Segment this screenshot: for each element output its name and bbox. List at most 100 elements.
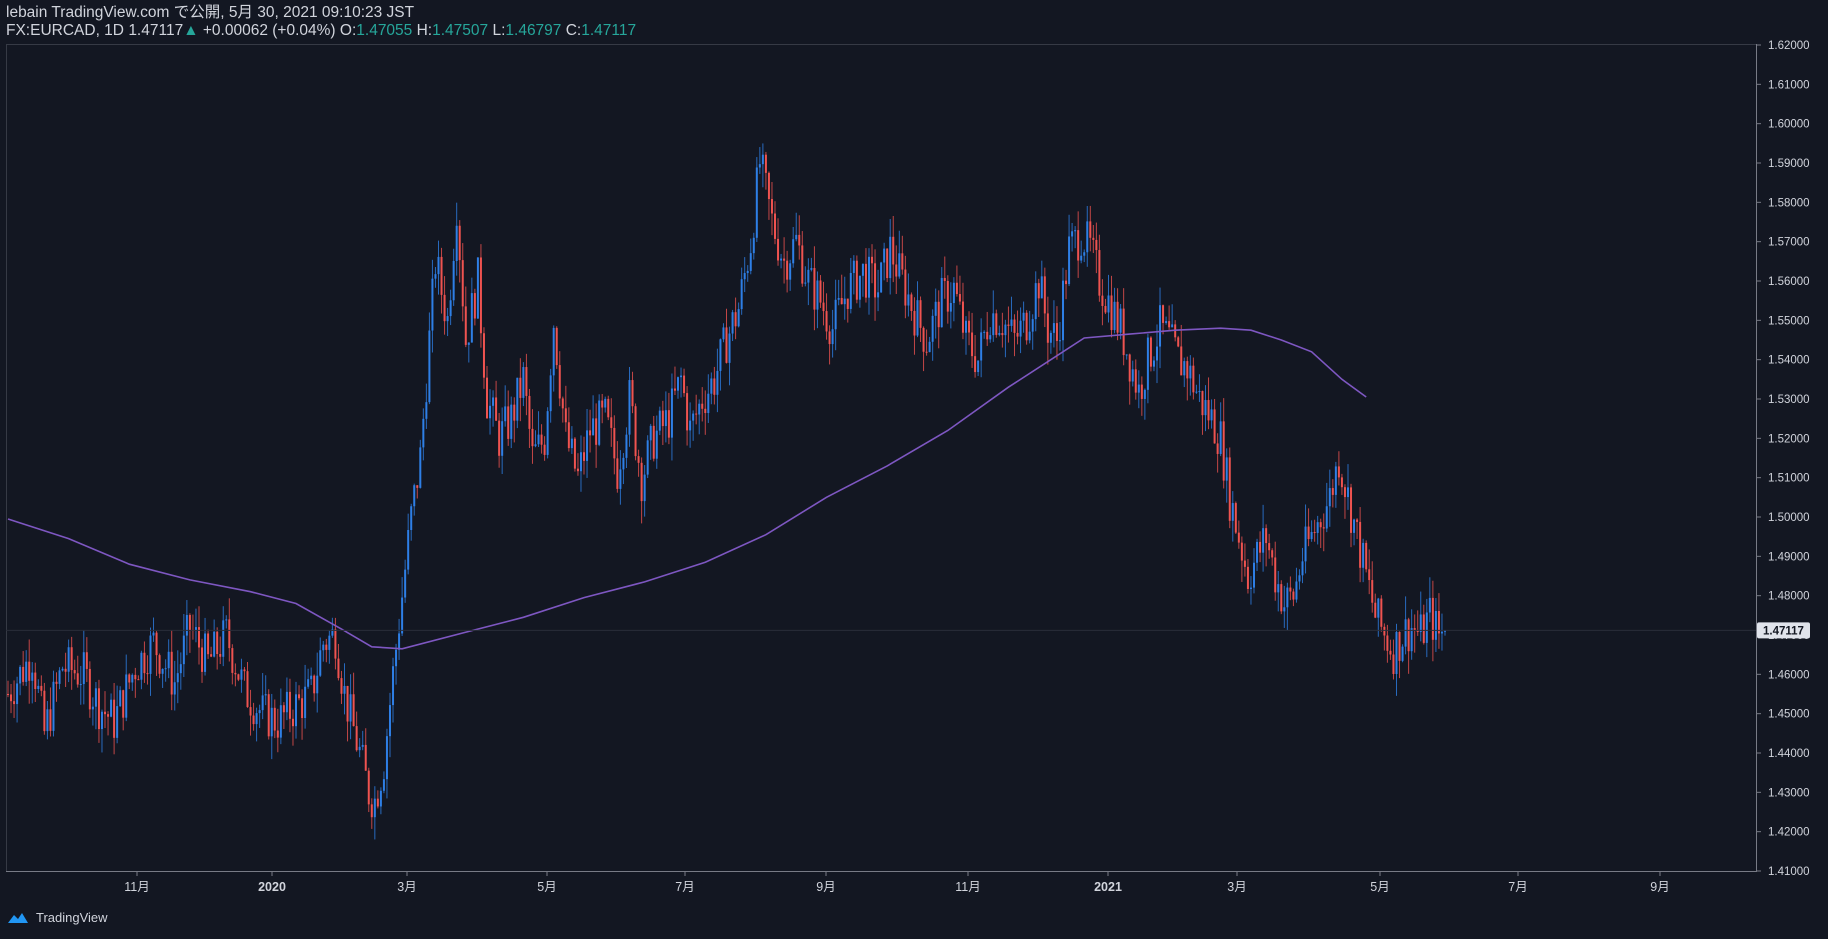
- candle-body: [213, 631, 216, 657]
- x-tick-label: 5月: [1370, 880, 1389, 894]
- candle-body: [107, 714, 110, 717]
- candle-body: [919, 300, 922, 328]
- candle-body: [425, 402, 428, 419]
- candle-body: [658, 410, 661, 431]
- candle-body: [379, 790, 382, 807]
- candle-body: [1289, 587, 1292, 592]
- high-label: H:: [416, 22, 433, 39]
- y-tick-label: 1.51000: [1768, 473, 1810, 485]
- candle-body: [1431, 597, 1434, 640]
- candle-body: [501, 421, 504, 456]
- candle-body: [822, 302, 825, 312]
- low-value: 1.46797: [505, 22, 562, 39]
- candle-body: [755, 167, 758, 238]
- candle-body: [264, 694, 267, 696]
- candle-body: [613, 427, 616, 459]
- candle-body: [1365, 542, 1368, 570]
- candle-body: [986, 331, 989, 340]
- price-axis[interactable]: 1.41000 1.42000 1.43000 1.44000 1.45000 1.460…: [1756, 40, 1810, 878]
- candle-body: [304, 686, 307, 719]
- x-tick-label: 3月: [397, 880, 416, 894]
- candle-body: [689, 420, 692, 431]
- candle-body: [401, 597, 404, 634]
- candle-body: [774, 213, 777, 239]
- candle-body: [343, 685, 346, 694]
- candle-body: [40, 685, 43, 691]
- candle-body: [358, 746, 361, 751]
- candle-body: [534, 444, 537, 447]
- time-axis[interactable]: 11月 2020 3月 5月 7月 9月 11月 2021 3月 5月 7月 9月: [124, 871, 1670, 894]
- candle-body: [443, 294, 446, 322]
- candle-body: [464, 306, 467, 345]
- x-tick-label: 11月: [124, 880, 149, 894]
- candle-body: [1216, 443, 1219, 454]
- candle-body: [686, 393, 689, 431]
- candle-body: [758, 164, 761, 168]
- candle-body: [1195, 391, 1198, 393]
- candle-body: [1137, 384, 1140, 393]
- candle-body: [1322, 527, 1325, 529]
- candle-body: [1368, 569, 1371, 581]
- candle-body: [1168, 321, 1171, 328]
- candle-body: [1343, 487, 1346, 498]
- candle-body: [55, 681, 58, 684]
- candle-body: [652, 425, 655, 459]
- candle-body: [1374, 602, 1377, 618]
- candle-body: [849, 272, 852, 309]
- candle-body: [992, 313, 995, 336]
- candle-body: [555, 327, 558, 366]
- candle-body: [1274, 557, 1277, 593]
- candle-body: [385, 736, 388, 780]
- candle-body: [925, 351, 928, 353]
- candle-body: [146, 673, 149, 675]
- candle-body: [131, 674, 134, 683]
- candle-body: [1077, 230, 1080, 261]
- candle-body: [1001, 332, 1004, 336]
- candle-body: [1425, 612, 1428, 643]
- candle-body: [279, 705, 282, 738]
- candle-body: [1380, 598, 1383, 627]
- candle-body: [1140, 384, 1143, 399]
- candle-body: [1043, 276, 1046, 314]
- candle-body: [1152, 360, 1155, 367]
- candle-body: [1113, 301, 1116, 331]
- candle-body: [246, 671, 249, 708]
- candle-body: [489, 405, 492, 419]
- candle-body: [319, 650, 322, 676]
- candle-body: [680, 375, 683, 378]
- candle-body: [728, 333, 731, 363]
- candle-body: [76, 673, 79, 685]
- y-tick-label: 1.61000: [1768, 79, 1810, 91]
- candle-body: [801, 245, 804, 284]
- candle-body: [561, 398, 564, 409]
- candle-body: [767, 172, 770, 200]
- candle-body: [622, 457, 625, 470]
- close-label: C:: [565, 22, 582, 39]
- candle-body: [395, 649, 398, 667]
- candle-body: [795, 234, 798, 240]
- candle-body: [1159, 305, 1162, 347]
- candle-body: [482, 333, 485, 378]
- candle-body: [1356, 519, 1359, 522]
- candle-body: [928, 341, 931, 353]
- candle-body: [840, 297, 843, 305]
- candle-body: [473, 293, 476, 319]
- candle-body: [149, 635, 152, 674]
- candle-body: [552, 327, 555, 376]
- candle-body: [437, 256, 440, 275]
- candle-body: [892, 236, 895, 265]
- candle-body: [110, 699, 113, 717]
- candle-body: [1222, 421, 1225, 481]
- candle-body: [1307, 526, 1310, 540]
- candle-body: [1162, 305, 1165, 323]
- candle-body: [219, 654, 222, 657]
- high-value: 1.47507: [432, 22, 489, 39]
- candle-body: [285, 691, 288, 713]
- candle-body: [683, 375, 686, 394]
- candle-body: [1165, 321, 1168, 323]
- candle-body: [980, 332, 983, 361]
- candle-body: [1058, 340, 1061, 342]
- candle-body: [1171, 324, 1174, 328]
- candle-body: [1062, 280, 1065, 341]
